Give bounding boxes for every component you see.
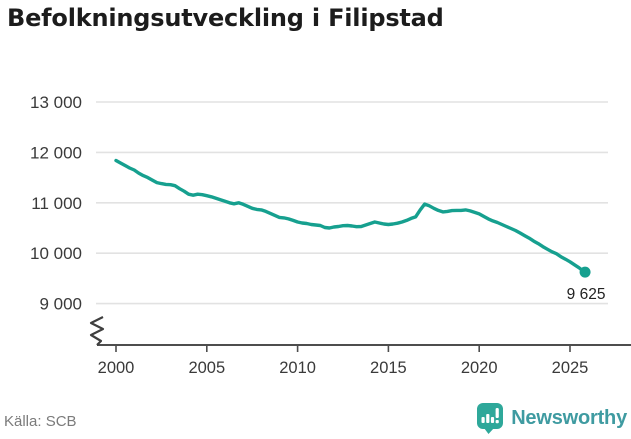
population-chart: 13 000 12 000 11 000 10 000 9 000 2000 2005 201…: [30, 93, 631, 377]
x-tick-label: 2000: [98, 359, 135, 377]
y-tick-label: 13 000: [30, 93, 82, 112]
x-tick-label: 2025: [552, 359, 589, 377]
y-tick-label: 10 000: [30, 244, 82, 263]
footer: Källa: SCB Newsworthy: [0, 399, 631, 439]
y-tick-label: 11 000: [31, 194, 82, 213]
source-label: Källa: SCB: [4, 413, 77, 430]
x-tick-label: 2015: [370, 359, 407, 377]
axis-break-icon: [89, 316, 105, 346]
latest-point-marker: [579, 266, 591, 278]
chart-title: Befolkningsutveckling i Filipstad: [7, 4, 444, 32]
population-line: [114, 158, 587, 274]
x-tick-label: 2005: [188, 359, 225, 377]
x-tick-label: 2020: [461, 359, 498, 377]
latest-value-label: 9 625: [567, 286, 606, 303]
newsworthy-logo[interactable]: Newsworthy: [476, 402, 627, 434]
y-tick-label: 12 000: [30, 143, 82, 162]
newsworthy-wordmark: Newsworthy: [511, 406, 627, 429]
y-tick-label: 9 000: [39, 295, 82, 314]
newsworthy-bar-chart-bubble-icon: [477, 403, 504, 434]
x-tick-label: 2010: [279, 359, 316, 377]
